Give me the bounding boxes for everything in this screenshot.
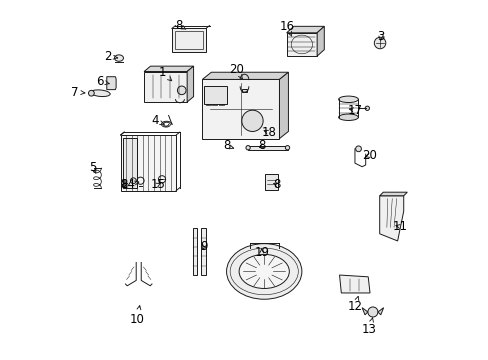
Polygon shape (379, 192, 407, 196)
Bar (201, 228, 205, 275)
Bar (174, 31, 203, 49)
Circle shape (355, 146, 361, 152)
Circle shape (242, 110, 263, 131)
Circle shape (177, 86, 185, 95)
Text: 2: 2 (104, 50, 118, 63)
Bar (202, 80, 279, 139)
Text: 19: 19 (254, 246, 269, 259)
Text: 8: 8 (223, 139, 233, 152)
Text: 12: 12 (347, 296, 362, 313)
Polygon shape (106, 77, 116, 90)
Bar (121, 135, 176, 190)
Text: 20: 20 (229, 63, 244, 79)
Polygon shape (377, 308, 383, 315)
Text: 5: 5 (89, 161, 97, 174)
Circle shape (285, 145, 289, 150)
Text: 8: 8 (175, 19, 185, 32)
Polygon shape (202, 72, 288, 80)
Text: 10: 10 (129, 306, 144, 326)
Text: 8: 8 (272, 178, 280, 191)
Circle shape (245, 145, 250, 150)
Ellipse shape (239, 255, 289, 288)
Bar (212, 91, 217, 105)
Text: 6: 6 (97, 75, 109, 88)
Ellipse shape (114, 55, 123, 61)
Ellipse shape (338, 96, 358, 103)
Ellipse shape (226, 244, 301, 299)
Text: 1: 1 (158, 66, 171, 81)
Text: 14: 14 (120, 178, 139, 191)
Bar (203, 86, 227, 104)
Polygon shape (339, 275, 369, 293)
Polygon shape (286, 26, 324, 33)
Circle shape (88, 90, 94, 96)
Text: 18: 18 (261, 126, 276, 139)
Bar (247, 145, 287, 150)
Text: 16: 16 (279, 20, 294, 36)
Text: 7: 7 (71, 86, 85, 99)
Text: 9: 9 (200, 240, 208, 253)
Text: 13: 13 (361, 318, 376, 336)
Text: 3: 3 (376, 30, 384, 43)
Polygon shape (279, 72, 288, 139)
Circle shape (365, 106, 369, 111)
Polygon shape (286, 33, 317, 56)
Text: 4: 4 (151, 114, 164, 127)
Polygon shape (144, 72, 187, 102)
Text: 8: 8 (121, 178, 128, 191)
Text: 15: 15 (150, 178, 165, 191)
Bar (205, 91, 210, 105)
Text: 20: 20 (361, 149, 376, 162)
Bar (123, 138, 137, 188)
Bar (192, 228, 196, 275)
Ellipse shape (90, 90, 110, 96)
Bar (264, 174, 277, 190)
Polygon shape (362, 308, 367, 315)
Bar (171, 28, 205, 52)
Polygon shape (187, 66, 193, 102)
Text: 17: 17 (347, 104, 362, 117)
Bar (241, 89, 247, 92)
Polygon shape (379, 196, 403, 241)
Polygon shape (144, 66, 193, 72)
Polygon shape (317, 26, 324, 56)
Circle shape (367, 307, 377, 317)
Circle shape (373, 37, 385, 49)
Bar (219, 91, 224, 105)
Text: 11: 11 (392, 220, 407, 233)
Ellipse shape (338, 114, 358, 121)
Text: 8: 8 (258, 139, 265, 152)
